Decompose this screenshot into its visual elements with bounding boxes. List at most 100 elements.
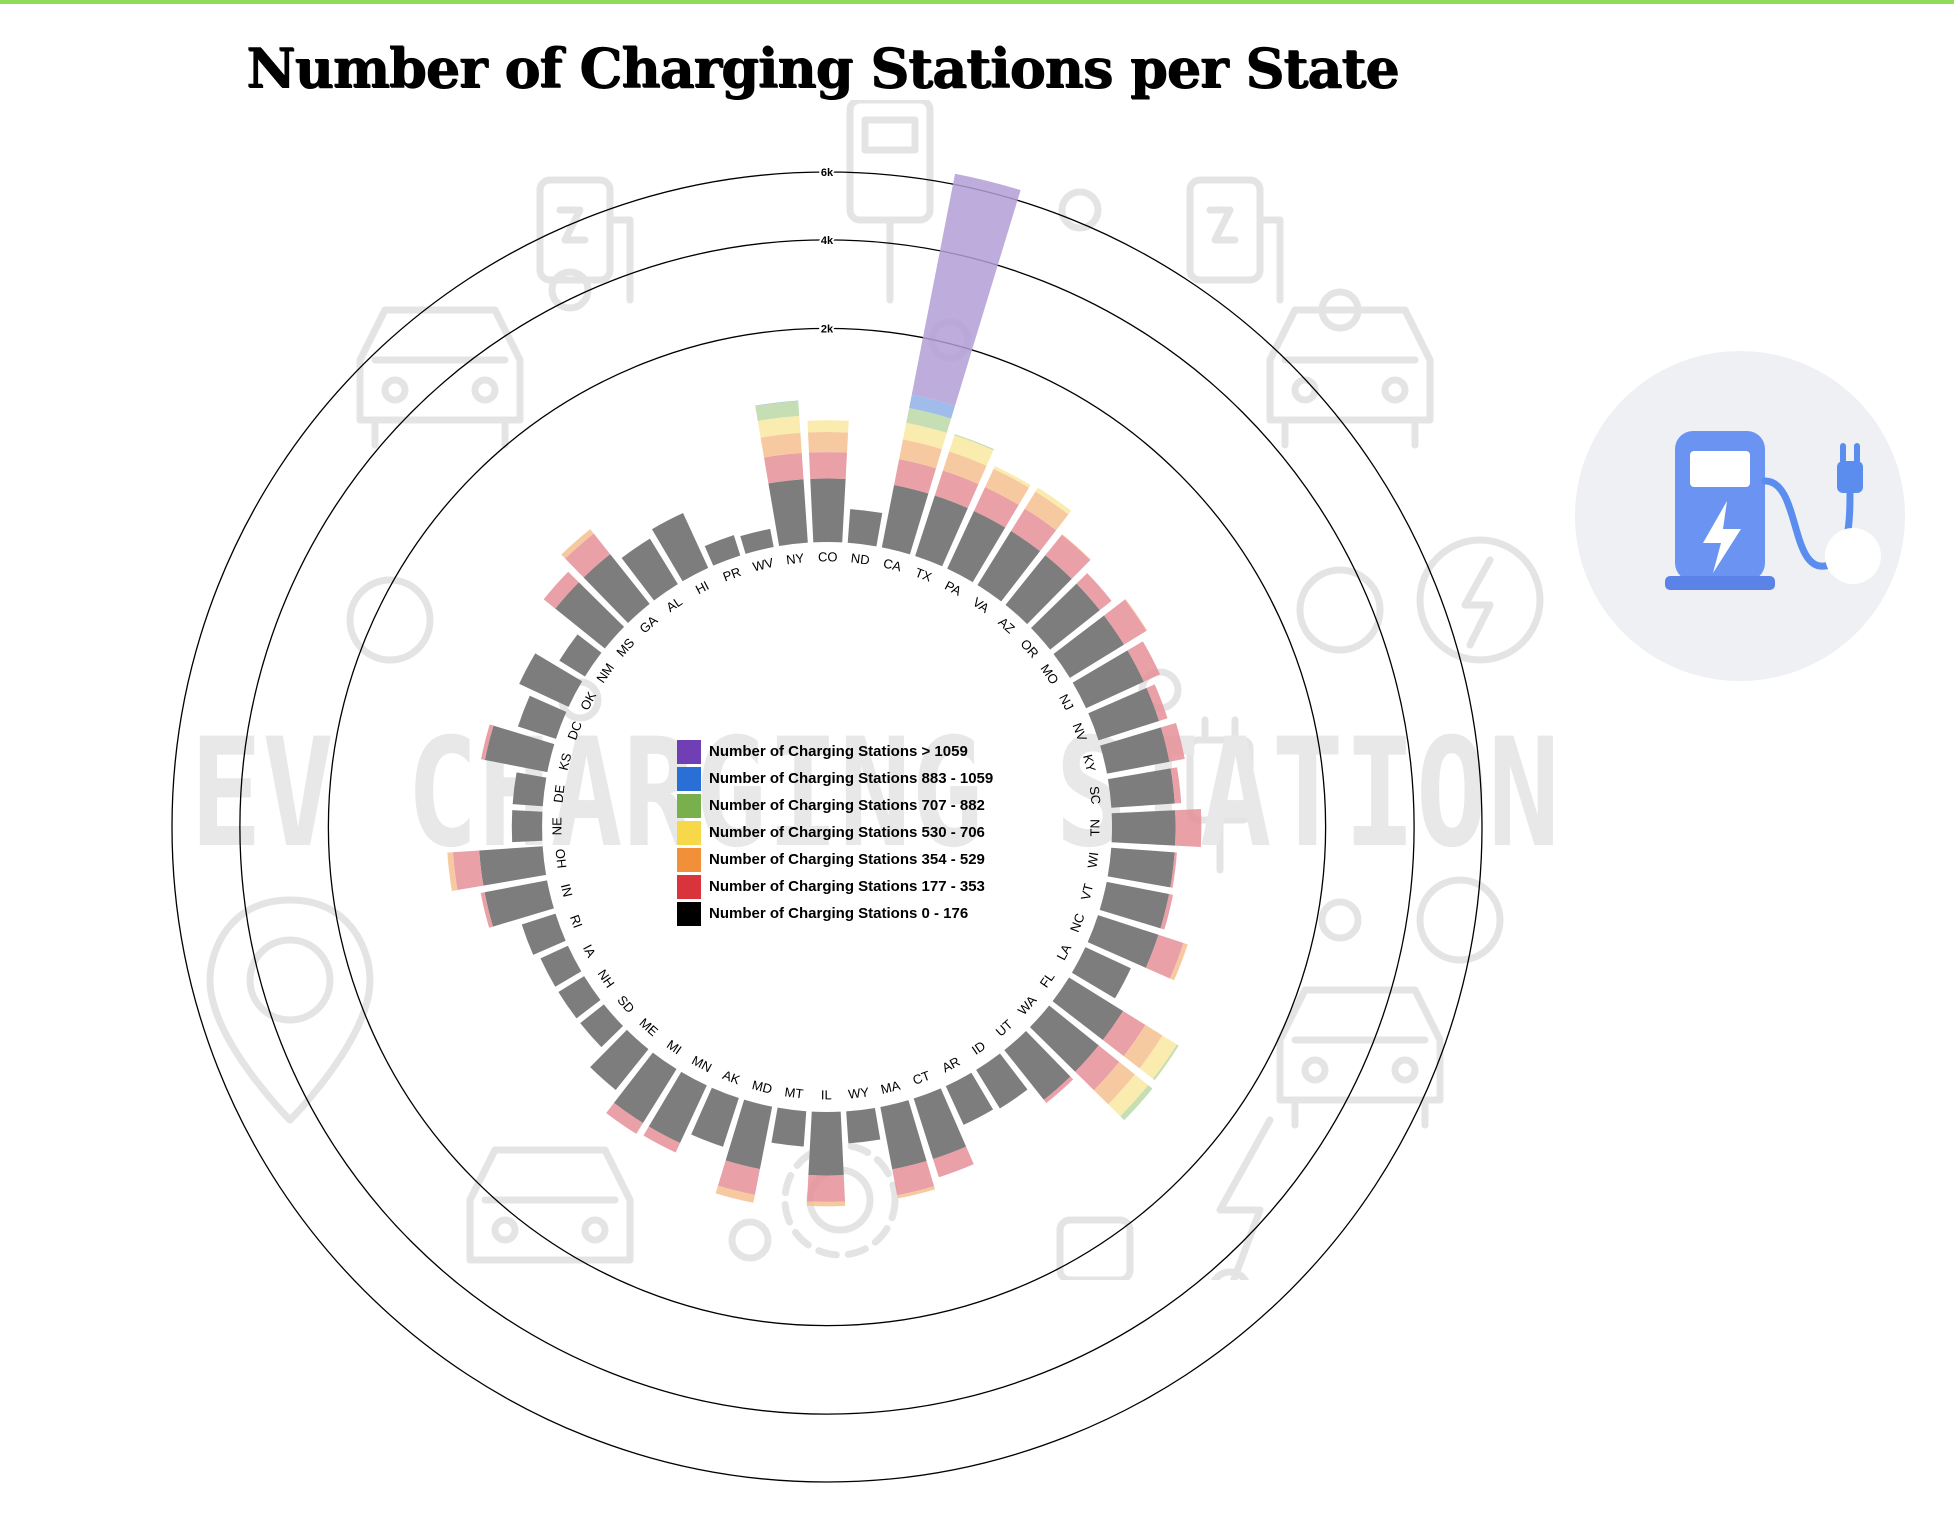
bar-co — [807, 420, 849, 543]
bar-va — [977, 487, 1072, 602]
bar-il — [806, 1111, 846, 1207]
legend-swatch — [677, 766, 701, 791]
bar-segment-nc — [1145, 934, 1184, 979]
bar-segment-dc — [517, 695, 567, 739]
bar-segment-la — [1071, 947, 1131, 999]
bar-segment-wy — [846, 1107, 881, 1144]
state-label: DC — [564, 719, 585, 742]
state-label: ND — [850, 550, 870, 567]
bar-segment-tx — [934, 470, 979, 509]
car-icon — [356, 306, 524, 449]
car-icon — [1276, 986, 1444, 1129]
bar-segment-wa — [1029, 1005, 1099, 1072]
ev-charging-pump-icon — [1665, 431, 1881, 590]
bar-segment-sc — [1170, 767, 1182, 804]
bar-segment-me — [590, 1029, 649, 1090]
bar-segment-oh — [447, 852, 458, 891]
bar-segment-wa — [1093, 1061, 1135, 1105]
state-label: TX — [913, 565, 934, 585]
bar-pr — [704, 535, 741, 566]
bar-segment-az — [1045, 534, 1091, 579]
car-icon — [466, 1146, 634, 1264]
bar-segment-sd — [580, 1004, 624, 1048]
bar-segment-mn — [643, 1126, 681, 1153]
state-label: HI — [693, 578, 711, 597]
bar-segment-nm — [559, 634, 602, 677]
state-label: PR — [721, 564, 743, 584]
bar-segment-fl — [1153, 1044, 1179, 1081]
bar-segment-nc — [1087, 915, 1159, 968]
legend-swatch — [677, 820, 701, 845]
legend-swatch — [677, 793, 701, 818]
state-label: NV — [1070, 721, 1091, 743]
legend-label: Number of Charging Stations 883 - 1059 — [709, 770, 994, 787]
bar-segment-or — [1030, 583, 1100, 650]
legend-swatch — [677, 874, 701, 899]
bar-segment-mi — [613, 1052, 677, 1124]
legend-label: Number of Charging Stations 354 - 529 — [709, 851, 985, 868]
bar-segment-tn — [1111, 810, 1176, 846]
bar-tn — [1111, 809, 1202, 847]
bar-segment-ga — [583, 554, 650, 624]
bar-segment-or — [1076, 573, 1112, 611]
bar-segment-wv — [740, 528, 774, 554]
bar-segment-vt — [1099, 881, 1170, 929]
bar-segment-ca — [899, 439, 942, 469]
bar-ak — [691, 1087, 739, 1147]
bar-or — [1030, 573, 1112, 650]
state-label: NJ — [1056, 692, 1077, 713]
legend-item: Number of Charging Stations 354 - 529 — [677, 846, 993, 873]
bar-ne — [511, 810, 543, 843]
legend-item: Number of Charging Stations 707 - 882 — [677, 792, 993, 819]
bar-segment-nd — [847, 509, 883, 547]
state-label: WA — [1015, 992, 1040, 1017]
state-label: VT — [1078, 882, 1097, 902]
state-label: WV — [751, 555, 775, 575]
bar-segment-nh — [558, 976, 601, 1019]
bar-segment-wa — [1108, 1074, 1149, 1117]
bar-segment-oh — [452, 850, 484, 891]
charging-pump-icon — [1186, 176, 1284, 304]
bar-segment-ar — [945, 1072, 994, 1125]
bar-mo — [1053, 599, 1148, 678]
bar-segment-mn — [648, 1071, 707, 1144]
bar-segment-co — [808, 432, 849, 453]
bar-segment-ok — [519, 653, 583, 707]
bar-tx — [915, 434, 994, 567]
bar-ny — [755, 400, 808, 547]
bar-nv — [1088, 684, 1168, 741]
logo-circle — [1575, 351, 1905, 681]
state-label: CA — [882, 555, 903, 574]
bar-segment-wa — [1120, 1085, 1153, 1121]
legend-swatch — [677, 901, 701, 926]
bar-ar — [945, 1072, 994, 1125]
bar-segment-ut — [1043, 1076, 1074, 1103]
bar-ky — [1100, 722, 1185, 774]
bar-segment-mo — [1104, 599, 1147, 645]
radial-tick-label: 4k — [821, 235, 834, 247]
bar-segment-ca — [909, 394, 956, 419]
bar-in — [480, 880, 554, 928]
state-label: MT — [784, 1084, 805, 1101]
bar-mi — [606, 1052, 677, 1134]
state-label: NY — [785, 550, 805, 567]
bar-dc — [517, 695, 567, 739]
bar-segment-mo — [1124, 599, 1148, 631]
bar-segment-ct — [913, 1088, 967, 1160]
legend-item: Number of Charging Stations 0 - 176 — [677, 900, 993, 927]
bar-segment-mt — [771, 1107, 807, 1147]
bar-segment-nv — [1146, 684, 1168, 721]
legend-item: Number of Charging Stations 530 - 706 — [677, 819, 993, 846]
bar-segment-ny — [757, 415, 801, 438]
bar-segment-nc — [1169, 942, 1188, 981]
charging-pump-icon — [1056, 1216, 1134, 1280]
legend-label: Number of Charging Stations 0 - 176 — [709, 905, 969, 922]
legend-label: Number of Charging Stations 177 - 353 — [709, 878, 985, 895]
bar-segment-ia — [540, 945, 582, 987]
bar-segment-fl — [1102, 1010, 1146, 1057]
bar-ok — [519, 653, 583, 707]
bar-wv — [740, 528, 774, 554]
bar-segment-va — [977, 530, 1041, 602]
bar-ms — [543, 571, 625, 649]
